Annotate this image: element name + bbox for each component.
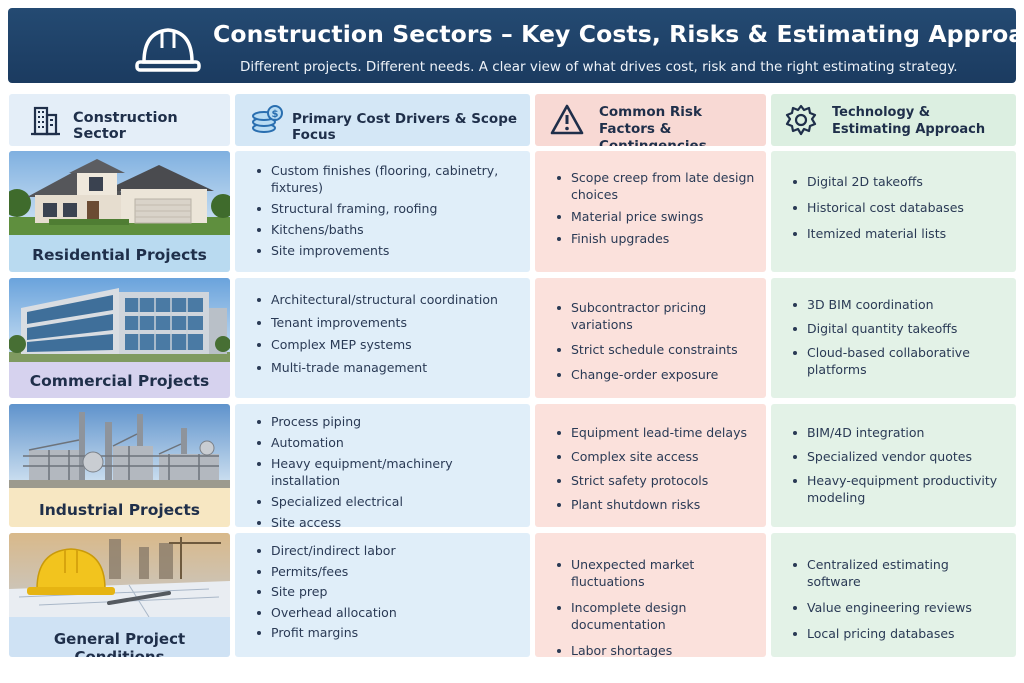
warning-icon bbox=[550, 104, 584, 135]
sector-cell-residential: Residential Projects bbox=[9, 151, 230, 272]
list-item: Finish upgrades bbox=[535, 230, 766, 247]
list-item: Complex MEP systems bbox=[235, 336, 530, 353]
list-item: Overhead allocation bbox=[235, 604, 530, 621]
list-item: Permits/fees bbox=[235, 563, 530, 580]
list-item: Labor shortages bbox=[535, 642, 766, 657]
list-item: Digital quantity takeoffs bbox=[771, 320, 1016, 337]
hard-hat-blueprints-photo bbox=[9, 533, 230, 617]
sector-label: General Project Conditions bbox=[53, 630, 186, 657]
risks-list: Scope creep from late design choices Mat… bbox=[535, 169, 766, 247]
page-subtitle: Different projects. Different needs. A c… bbox=[240, 59, 958, 75]
list-item: Specialized electrical bbox=[235, 493, 530, 510]
list-item: Site access bbox=[235, 514, 530, 527]
risks-cell-commercial: Subcontractor pricing variations Strict … bbox=[535, 278, 766, 398]
suburban-house-photo bbox=[9, 151, 230, 235]
sector-cell-general: General Project Conditions bbox=[9, 533, 230, 657]
list-item: Value engineering reviews bbox=[771, 599, 1016, 616]
list-item: Plant shutdown risks bbox=[535, 496, 766, 513]
technology-cell-industrial: BIM/4D integration Specialized vendor qu… bbox=[771, 404, 1016, 527]
list-item: Specialized vendor quotes bbox=[771, 448, 1016, 465]
cost-drivers-cell-commercial: Architectural/structural coordination Te… bbox=[235, 278, 530, 398]
industrial-plant-photo bbox=[9, 404, 230, 488]
sector-cell-industrial: Industrial Projects bbox=[9, 404, 230, 527]
cost-drivers-list: Process piping Automation Heavy equipmen… bbox=[235, 413, 530, 527]
cost-drivers-list: Direct/indirect labor Permits/fees Site … bbox=[235, 542, 530, 641]
column-header-sector: Construction Sector bbox=[9, 94, 230, 146]
risks-cell-industrial: Equipment lead-time delays Complex site … bbox=[535, 404, 766, 527]
cost-drivers-list: Architectural/structural coordination Te… bbox=[235, 291, 530, 376]
column-header-technology: Technology & Estimating Approach bbox=[771, 94, 1016, 146]
list-item: Process piping bbox=[235, 413, 530, 430]
list-item: Profit margins bbox=[235, 624, 530, 641]
column-header-label: Common Risk Factors & Contingencies bbox=[599, 104, 707, 146]
office-building-photo bbox=[9, 278, 230, 362]
list-item: Site improvements bbox=[235, 242, 530, 259]
sector-label: Commercial Projects bbox=[29, 372, 210, 390]
column-header-label: Primary Cost Drivers & Scope Focus bbox=[292, 111, 518, 143]
risks-list: Subcontractor pricing variations Strict … bbox=[535, 299, 766, 383]
page-title: Construction Sectors – Key Costs, Risks … bbox=[213, 20, 1024, 48]
technology-list: 3D BIM coordination Digital quantity tak… bbox=[771, 296, 1016, 378]
technology-cell-commercial: 3D BIM coordination Digital quantity tak… bbox=[771, 278, 1016, 398]
sector-label: Residential Projects bbox=[32, 246, 207, 264]
building-icon bbox=[31, 106, 60, 136]
technology-cell-residential: Digital 2D takeoffs Historical cost data… bbox=[771, 151, 1016, 272]
column-header-label: Technology & Estimating Approach bbox=[832, 105, 986, 137]
list-item: Structural framing, roofing bbox=[235, 200, 530, 217]
list-item: Local pricing databases bbox=[771, 625, 1016, 642]
list-item: Site prep bbox=[235, 583, 530, 600]
list-item: BIM/4D integration bbox=[771, 424, 1016, 441]
column-header-cost-drivers: $ Primary Cost Drivers & Scope Focus bbox=[235, 94, 530, 146]
list-item: Strict schedule constraints bbox=[535, 341, 766, 358]
sector-cell-commercial: Commercial Projects bbox=[9, 278, 230, 398]
technology-list: Digital 2D takeoffs Historical cost data… bbox=[771, 173, 1016, 242]
hard-hat-icon bbox=[135, 28, 201, 72]
risks-list: Unexpected market fluctuations Incomplet… bbox=[535, 556, 766, 657]
technology-list: Centralized estimating software Value en… bbox=[771, 556, 1016, 642]
list-item: Automation bbox=[235, 434, 530, 451]
cost-drivers-cell-general: Direct/indirect labor Permits/fees Site … bbox=[235, 533, 530, 657]
risks-cell-residential: Scope creep from late design choices Mat… bbox=[535, 151, 766, 272]
svg-text:$: $ bbox=[272, 109, 279, 120]
list-item: 3D BIM coordination bbox=[771, 296, 1016, 313]
cost-drivers-cell-industrial: Process piping Automation Heavy equipmen… bbox=[235, 404, 530, 527]
sector-label: Industrial Projects bbox=[39, 501, 200, 519]
list-item: Tenant improvements bbox=[235, 314, 530, 331]
risks-list: Equipment lead-time delays Complex site … bbox=[535, 424, 766, 513]
list-item: Scope creep from late design choices bbox=[535, 169, 766, 203]
technology-cell-general: Centralized estimating software Value en… bbox=[771, 533, 1016, 657]
list-item: Architectural/structural coordination bbox=[235, 291, 530, 308]
list-item: Custom finishes (flooring, cabinetry, fi… bbox=[235, 162, 530, 196]
title-banner: Construction Sectors – Key Costs, Risks … bbox=[8, 8, 1024, 83]
list-item: Heavy-equipment productivity modeling bbox=[771, 472, 1016, 506]
list-item: Strict safety protocols bbox=[535, 472, 766, 489]
technology-list: BIM/4D integration Specialized vendor qu… bbox=[771, 424, 1016, 506]
list-item: Multi-trade management bbox=[235, 359, 530, 376]
list-item: Digital 2D takeoffs bbox=[771, 173, 1016, 190]
cost-drivers-cell-residential: Custom finishes (flooring, cabinetry, fi… bbox=[235, 151, 530, 272]
list-item: Complex site access bbox=[535, 448, 766, 465]
list-item: Incomplete design documentation bbox=[535, 599, 766, 633]
list-item: Historical cost databases bbox=[771, 199, 1016, 216]
list-item: Subcontractor pricing variations bbox=[535, 299, 766, 333]
column-header-risks: Common Risk Factors & Contingencies bbox=[535, 94, 766, 146]
list-item: Change-order exposure bbox=[535, 366, 766, 383]
list-item: Unexpected market fluctuations bbox=[535, 556, 766, 590]
list-item: Equipment lead-time delays bbox=[535, 424, 766, 441]
list-item: Itemized material lists bbox=[771, 225, 1016, 242]
risks-cell-general: Unexpected market fluctuations Incomplet… bbox=[535, 533, 766, 657]
list-item: Material price swings bbox=[535, 208, 766, 225]
cost-drivers-list: Custom finishes (flooring, cabinetry, fi… bbox=[235, 162, 530, 259]
list-item: Kitchens/baths bbox=[235, 221, 530, 238]
coins-icon: $ bbox=[252, 105, 283, 133]
list-item: Centralized estimating software bbox=[771, 556, 1016, 590]
list-item: Direct/indirect labor bbox=[235, 542, 530, 559]
list-item: Heavy equipment/machinery installation bbox=[235, 455, 530, 489]
gear-icon bbox=[785, 104, 817, 136]
column-header-label: Construction Sector bbox=[73, 110, 178, 142]
list-item: Cloud-based collaborative platforms bbox=[771, 344, 1016, 378]
